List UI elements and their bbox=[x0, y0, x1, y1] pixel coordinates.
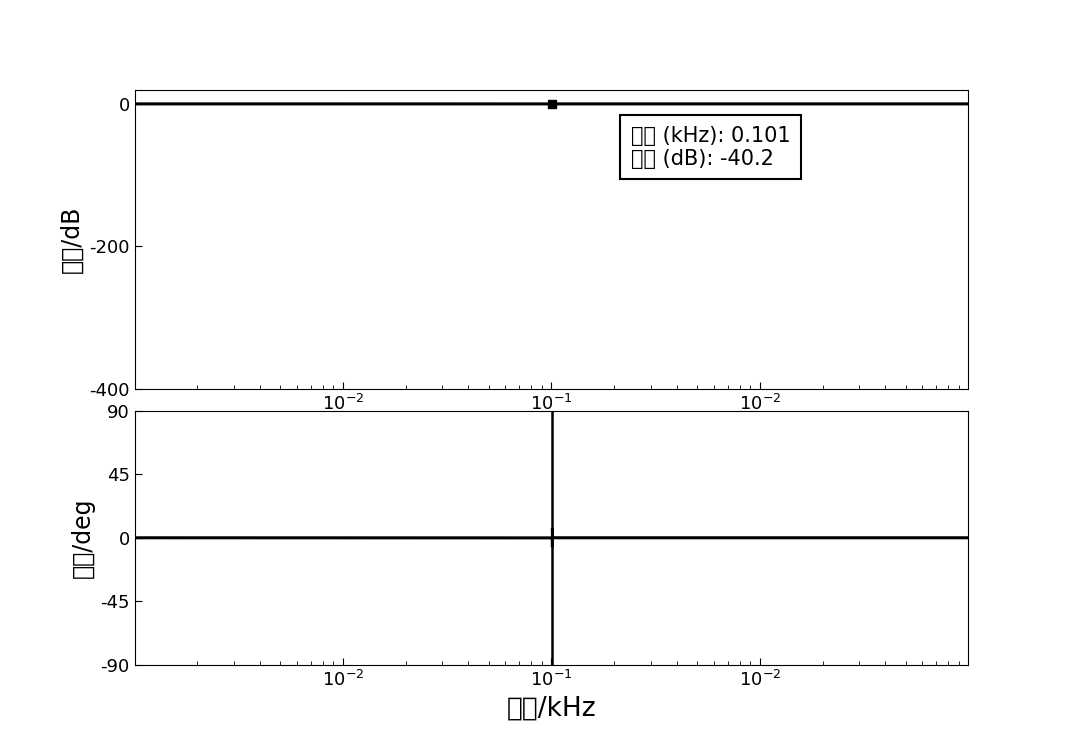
Y-axis label: 相位/deg: 相位/deg bbox=[71, 498, 95, 578]
Y-axis label: 幅値/dB: 幅値/dB bbox=[59, 205, 84, 273]
Text: 幅値 (kHz): 0.101
相位 (dB): -40.2: 幅値 (kHz): 0.101 相位 (dB): -40.2 bbox=[631, 125, 790, 169]
X-axis label: 频率/kHz: 频率/kHz bbox=[507, 695, 596, 722]
